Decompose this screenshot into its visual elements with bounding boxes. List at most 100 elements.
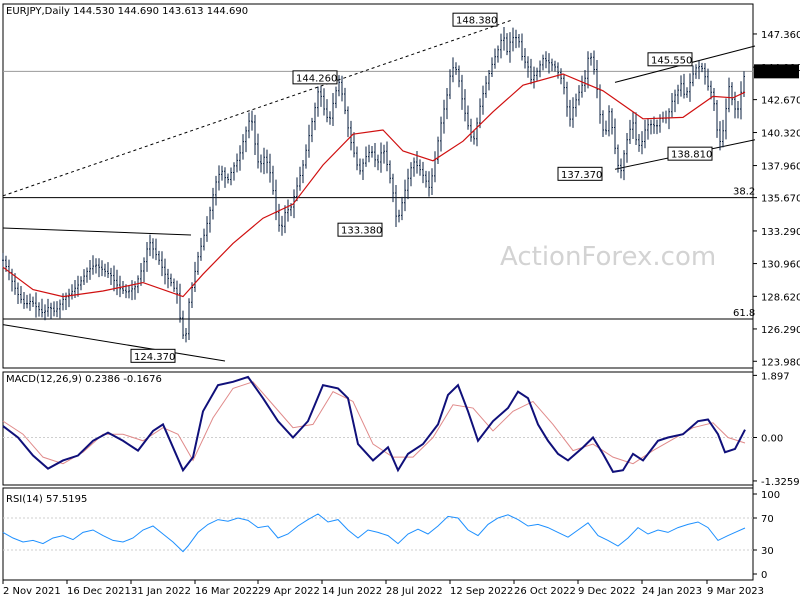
- price-bar: [545, 51, 547, 69]
- price-bar: [710, 80, 712, 100]
- price-bar: [326, 99, 328, 123]
- price-bar: [185, 328, 187, 343]
- symbol-header: EURJPY,Daily 144.530 144.690 143.613 144…: [6, 6, 248, 17]
- annotation-box: [292, 70, 338, 85]
- price-bar: [116, 269, 118, 296]
- price-bar: [602, 110, 604, 137]
- price-bar: [428, 171, 430, 197]
- price-bar: [692, 65, 694, 87]
- price-tick-label: 147.360: [761, 30, 800, 41]
- annotation-label: 144.260: [296, 73, 337, 84]
- price-bar: [680, 75, 682, 97]
- x-tick-label: 9 Mar 2023: [707, 586, 764, 597]
- price-bar: [704, 63, 706, 85]
- price-bar: [242, 134, 244, 160]
- price-bar: [548, 53, 550, 74]
- price-bar: [566, 81, 568, 117]
- price-bar: [131, 280, 133, 301]
- price-bar: [623, 150, 625, 181]
- price-bar: [536, 67, 538, 81]
- price-bar: [527, 56, 529, 78]
- price-bar: [308, 124, 310, 158]
- x-tick-label: 12 Sep 2022: [450, 586, 513, 597]
- price-bar: [554, 60, 556, 72]
- price-bar: [128, 285, 130, 299]
- price-bar: [89, 260, 91, 280]
- price-bar: [590, 52, 592, 66]
- price-bar: [419, 159, 421, 176]
- price-bar: [302, 159, 304, 184]
- price-bar: [362, 158, 364, 180]
- price-tick-label: 142.670: [761, 96, 800, 107]
- price-bar: [716, 100, 718, 138]
- price-bar: [182, 310, 184, 340]
- price-bar: [671, 93, 673, 118]
- annotation-label: 148.380: [456, 16, 497, 27]
- price-bar: [305, 144, 307, 169]
- price-bar: [143, 257, 145, 283]
- price-bar: [551, 58, 553, 72]
- price-bar: [146, 241, 148, 272]
- price-bar: [389, 160, 391, 184]
- price-bar: [263, 147, 265, 175]
- price-bar: [740, 81, 742, 120]
- price-bar: [473, 129, 475, 145]
- price-bar: [296, 177, 298, 202]
- price-bar: [50, 302, 52, 320]
- annotation-box: [667, 146, 713, 161]
- price-bar: [170, 273, 172, 287]
- price-bar: [575, 93, 577, 117]
- price-bar: [44, 304, 46, 321]
- price-bar: [509, 32, 511, 63]
- price-bar: [452, 57, 454, 83]
- x-tick-label: 14 Jun 2022: [322, 586, 382, 597]
- price-bar: [476, 117, 478, 147]
- price-annotation: 144.260: [292, 70, 338, 85]
- price-bar: [533, 66, 535, 89]
- price-bar: [677, 84, 679, 105]
- price-bar: [617, 144, 619, 173]
- x-tick-label: 2 Nov 2021: [3, 586, 61, 597]
- watermark: ActionForex.com: [500, 242, 716, 272]
- price-bar: [215, 175, 217, 206]
- macd-tick-label: -1.3259: [761, 477, 800, 488]
- price-bar: [530, 58, 532, 85]
- price-bar: [488, 70, 490, 91]
- price-bar: [80, 276, 82, 291]
- price-bar: [233, 162, 235, 181]
- price-bar: [380, 142, 382, 173]
- price-tick-label: 137.960: [761, 162, 800, 173]
- rsi-tick-label: 30: [761, 546, 774, 557]
- price-annotation: 137.370: [557, 166, 603, 181]
- price-bar: [320, 85, 322, 107]
- price-bar: [245, 126, 247, 153]
- price-bar: [179, 283, 181, 323]
- macd-signal-line: [2, 381, 746, 465]
- price-bar: [38, 302, 40, 317]
- x-tick-label: 9 Dec 2022: [578, 586, 636, 597]
- price-bar: [167, 268, 169, 289]
- price-bar: [518, 33, 520, 48]
- price-bar: [20, 285, 22, 304]
- price-bar: [2, 252, 4, 269]
- annotation-box: [130, 348, 176, 363]
- annotation-label: 133.380: [341, 226, 382, 237]
- price-bar: [173, 278, 175, 292]
- price-bar: [713, 87, 715, 112]
- price-bar: [395, 184, 397, 228]
- price-bar: [47, 298, 49, 317]
- price-bar: [188, 298, 190, 340]
- price-bar: [281, 215, 283, 236]
- price-bar: [56, 301, 58, 318]
- price-bar: [608, 105, 610, 137]
- price-bar: [698, 60, 700, 80]
- price-bar: [368, 144, 370, 163]
- annotation-box: [557, 166, 603, 181]
- price-bar: [446, 88, 448, 120]
- price-bar: [371, 146, 373, 158]
- price-bar: [323, 88, 325, 116]
- price-bar: [587, 51, 589, 89]
- price-bar: [152, 238, 154, 259]
- price-bar: [605, 120, 607, 135]
- price-bar: [719, 121, 721, 151]
